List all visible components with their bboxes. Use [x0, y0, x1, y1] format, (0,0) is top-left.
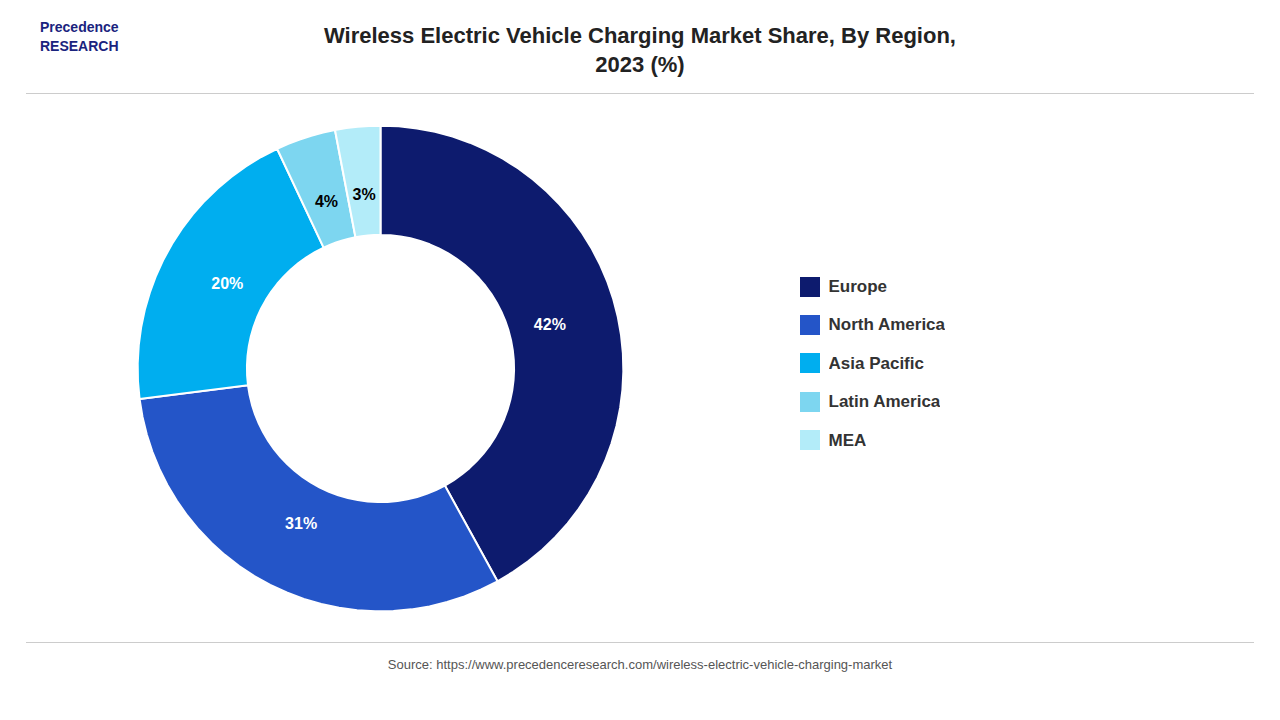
html-text:Source: https://www.precedence: Source: https://www.precedenceresearch.c… [387, 657, 893, 673]
svg-text:42%: 42% [534, 316, 566, 333]
html-text:MEA: MEA [828, 430, 867, 450]
svg-text:31%: 31% [285, 516, 317, 533]
html-text:Europe: Europe [828, 277, 888, 296]
html-text:North America: North America [828, 315, 945, 335]
html-text:Precedence RESEARCH: Precedence RESEARCH [40, 19, 119, 54]
html-text:Latin America: Latin America [828, 392, 941, 412]
html-text:Wireless Electric Vehicle Char: Wireless Electric Vehicle Charging Marke… [324, 23, 956, 77]
svg-text:4%: 4% [315, 194, 338, 211]
svg-text:3%: 3% [352, 186, 375, 203]
svg-text:20%: 20% [211, 276, 243, 293]
html-text:Asia Pacific: Asia Pacific [828, 353, 924, 373]
